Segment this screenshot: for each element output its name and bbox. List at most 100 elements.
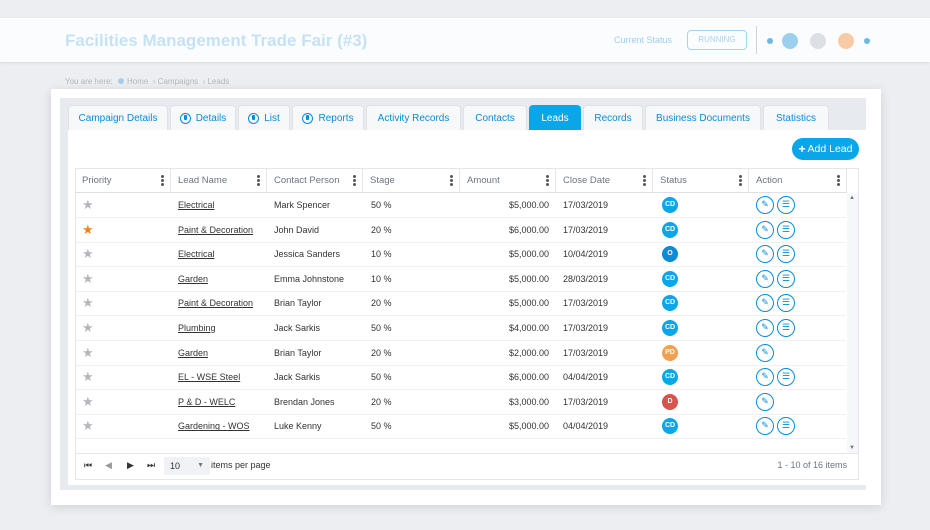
lead-name-link[interactable]: Paint & Decoration	[178, 224, 254, 235]
amount-value: $6,000.00	[508, 224, 549, 235]
table-row[interactable]: ★ Electrical Jessica Sanders 10 % $5,000.00 1…	[76, 242, 846, 268]
column-header-amount[interactable]: Amount	[460, 168, 556, 193]
status-badge: CD	[662, 270, 678, 287]
prev-page-icon[interactable]: ◀	[105, 460, 112, 470]
edit-icon[interactable]: ✎	[756, 319, 774, 337]
list-icon[interactable]: ☰	[777, 319, 795, 337]
column-menu-icon[interactable]	[546, 175, 549, 186]
lead-name-link[interactable]: EL - WSE Steel	[178, 372, 241, 383]
priority-star-icon[interactable]: ★	[82, 393, 94, 409]
table-row[interactable]: ★ Garden Emma Johnstone 10 % $5,000.00 28/03/…	[76, 267, 846, 292]
next-icon[interactable]	[864, 38, 870, 44]
tab-details[interactable]: Details	[170, 105, 236, 130]
list-icon[interactable]: ☰	[777, 245, 795, 264]
column-header-status[interactable]: Status	[653, 168, 749, 193]
tab-leads[interactable]: Leads	[529, 105, 581, 130]
priority-star-icon[interactable]: ★	[82, 197, 94, 212]
priority-star-icon[interactable]: ★	[82, 369, 94, 385]
lead-name-link[interactable]: P & D - WELC	[178, 396, 236, 407]
table-row[interactable]: ★ Electrical Mark Spencer 50 % $5,000.00 17/0…	[76, 193, 846, 218]
lead-name-link[interactable]: Paint & Decoration	[178, 298, 254, 309]
edit-icon[interactable]: ✎	[756, 269, 774, 288]
column-header-priority[interactable]: Priority	[75, 168, 171, 193]
breadcrumb-item-leads[interactable]: Leads	[207, 77, 230, 86]
column-menu-icon[interactable]	[837, 175, 840, 186]
lead-name-link[interactable]: Electrical	[178, 200, 215, 210]
table-row[interactable]: ★ P & D - WELC Brendan Jones 20 % $3,000.00 1…	[76, 390, 846, 415]
lead-name-link[interactable]: Garden	[178, 347, 209, 358]
priority-star-icon[interactable]: ★	[82, 221, 94, 237]
column-header-close-date[interactable]: Close Date	[556, 168, 653, 193]
lead-name-link[interactable]: Garden	[178, 273, 209, 284]
settings-icon[interactable]	[810, 33, 826, 49]
last-page-icon[interactable]: ⏭	[147, 460, 156, 470]
list-icon[interactable]: ☰	[777, 368, 795, 387]
list-icon[interactable]: ☰	[777, 269, 795, 288]
scroll-up-icon[interactable]: ▲	[849, 195, 855, 201]
list-icon[interactable]: ☰	[777, 417, 795, 436]
column-header-stage[interactable]: Stage	[363, 168, 460, 193]
next-page-icon[interactable]: ▶	[127, 460, 134, 470]
table-row[interactable]: ★ Garden Brian Taylor 20 % $2,000.00 17/03/20…	[76, 341, 846, 366]
tab-reports[interactable]: Reports	[292, 105, 364, 130]
contact-person: Emma Johnstone	[274, 273, 345, 284]
table-row[interactable]: ★ Paint & Decoration Brian Taylor 20 % $5,00…	[76, 291, 846, 317]
edit-icon[interactable]: ✎	[756, 245, 774, 264]
column-menu-icon[interactable]	[257, 175, 260, 186]
priority-star-icon[interactable]: ★	[82, 320, 94, 335]
table-row[interactable]: ★ Gardening - WOS Luke Kenny 50 % $5,000.00 0…	[76, 414, 846, 440]
grid-scrollbar[interactable]: ▲ ▼	[847, 193, 858, 453]
column-menu-icon[interactable]	[450, 175, 453, 186]
priority-star-icon[interactable]: ★	[82, 344, 94, 360]
table-row[interactable]: ★ Plumbing Jack Sarkis 50 % $4,000.00 17/03/2…	[76, 316, 846, 341]
page-size-select[interactable]: 10 ▼	[164, 457, 210, 475]
tab-campaign-details[interactable]: Campaign Details	[68, 105, 168, 130]
priority-star-icon[interactable]: ★	[82, 246, 94, 262]
edit-icon[interactable]: ✎	[756, 417, 774, 436]
page-title: Facilities Management Trade Fair (#3)	[65, 31, 368, 50]
priority-star-icon[interactable]: ★	[82, 270, 94, 286]
tab-activity-records[interactable]: Activity Records	[366, 105, 461, 130]
table-row[interactable]: ★ EL - WSE Steel Jack Sarkis 50 % $6,000.00 0…	[76, 365, 846, 391]
edit-icon[interactable]: ✎	[756, 220, 774, 239]
table-row[interactable]: ★ Paint & Decoration John David 20 % $6,000.…	[76, 218, 846, 243]
list-icon[interactable]: ☰	[777, 220, 795, 239]
edit-icon[interactable]: ✎	[756, 294, 774, 313]
column-header-contact-person[interactable]: Contact Person	[267, 168, 363, 193]
column-menu-icon[interactable]	[353, 175, 356, 186]
contact-person: Brian Taylor	[274, 347, 322, 358]
edit-icon[interactable]: ✎	[756, 392, 774, 411]
lead-name-link[interactable]: Electrical	[178, 249, 215, 260]
column-menu-icon[interactable]	[739, 175, 742, 186]
list-icon[interactable]: ☰	[777, 196, 795, 214]
notification-icon[interactable]	[838, 33, 854, 49]
breadcrumb-item-home[interactable]: Home	[126, 77, 149, 86]
edit-icon[interactable]: ✎	[756, 196, 774, 214]
edit-icon[interactable]: ✎	[756, 368, 774, 387]
list-icon[interactable]: ☰	[777, 294, 795, 313]
tab-statistics[interactable]: Statistics	[763, 105, 829, 130]
tab-list[interactable]: List	[238, 105, 290, 130]
lead-name-link[interactable]: Plumbing	[178, 323, 216, 333]
tab-contacts[interactable]: Contacts	[463, 105, 527, 130]
column-header-lead-name[interactable]: Lead Name	[171, 168, 267, 193]
priority-star-icon[interactable]: ★	[82, 295, 94, 311]
stage-value: 10 %	[371, 273, 392, 284]
scroll-down-icon[interactable]: ▼	[849, 445, 855, 451]
column-menu-icon[interactable]	[161, 175, 164, 186]
priority-star-icon[interactable]: ★	[82, 418, 94, 434]
tab-label: Details	[195, 112, 227, 124]
column-header-action[interactable]: Action	[749, 168, 847, 193]
prev-icon[interactable]	[767, 38, 773, 44]
user-avatar-icon[interactable]	[782, 33, 798, 49]
breadcrumb-item-campaigns[interactable]: Campaigns	[157, 77, 199, 86]
column-label: Amount	[467, 175, 500, 186]
tab-business-documents[interactable]: Business Documents	[645, 105, 761, 130]
status-badge[interactable]: RUNNING	[687, 30, 747, 50]
column-menu-icon[interactable]	[643, 175, 646, 186]
add-lead-button[interactable]: + Add Lead	[792, 138, 859, 160]
first-page-icon[interactable]: ⏮	[84, 460, 93, 470]
edit-icon[interactable]: ✎	[756, 343, 774, 362]
tab-records[interactable]: Records	[583, 105, 643, 130]
lead-name-link[interactable]: Gardening - WOS	[178, 421, 250, 432]
